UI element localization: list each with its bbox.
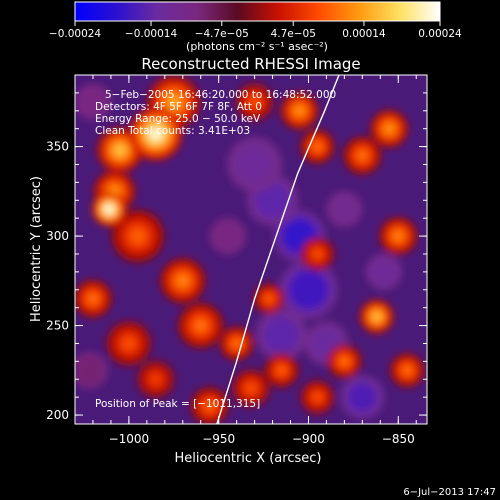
emission-source xyxy=(88,294,98,304)
negative-region xyxy=(237,146,273,182)
info-line: Clean Total counts: 3.41E+03 xyxy=(95,125,250,137)
colorbar: −0.00024 −0.00014 −4.7e−05 4.7e−05 0.00014 0.… xyxy=(49,1,462,53)
emission-source xyxy=(105,205,114,214)
negative-region xyxy=(81,90,105,114)
colorbar-ticks: −0.00024 −0.00014 −4.7e−05 4.7e−05 0.00014 0.… xyxy=(49,21,462,40)
emission-source xyxy=(114,144,126,156)
emission-source xyxy=(149,127,163,141)
y-tick-label: 300 xyxy=(46,229,69,243)
negative-region xyxy=(289,271,328,309)
colorbar-tick-label: −0.00014 xyxy=(125,28,178,40)
emission-source xyxy=(384,124,394,134)
x-tick-label: −1000 xyxy=(109,432,150,446)
footer-date: 6−Jul−2013 17:47 xyxy=(403,487,496,498)
emission-source xyxy=(151,374,161,384)
negative-region xyxy=(372,260,396,284)
emission-source xyxy=(167,95,181,109)
emission-source xyxy=(246,383,256,393)
colorbar-tick-label: 0.00014 xyxy=(342,28,386,40)
emission-source xyxy=(313,142,322,151)
chart-title: Reconstructed RHESSI Image xyxy=(141,55,360,73)
info-line: Detectors: 4F 5F 6F 7F 8F, Att 0 xyxy=(95,101,262,113)
y-tick-label: 350 xyxy=(46,140,69,154)
peak-position-label: Position of Peak = [−1011,315] xyxy=(95,398,260,410)
emission-source xyxy=(232,339,241,348)
y-tick-label: 250 xyxy=(46,319,69,333)
emission-source xyxy=(123,338,135,349)
emission-source xyxy=(277,366,286,375)
y-tick-label: 200 xyxy=(46,408,69,422)
colorbar-tick-label: −0.00024 xyxy=(49,28,102,40)
x-tick-label: −950 xyxy=(202,432,235,446)
emission-source xyxy=(265,295,273,303)
emission-source xyxy=(403,366,412,375)
plot-area: −1000 −950 −900 −850 200 250 300 350 xyxy=(46,74,428,446)
emission-source xyxy=(340,357,349,366)
negative-region xyxy=(265,318,298,351)
negative-region xyxy=(215,224,240,248)
info-line: Energy Range: 25.0 − 50.0 keV xyxy=(95,113,261,125)
emission-source xyxy=(131,229,145,243)
axis-ticks: −1000 −950 −900 −850 200 250 300 350 xyxy=(46,74,427,446)
negative-region xyxy=(77,358,102,382)
plot-frame xyxy=(74,74,428,425)
heatmap-image xyxy=(75,75,425,424)
x-tick-label: −850 xyxy=(382,432,415,446)
negative-region xyxy=(256,183,289,217)
info-line: 5−Feb−2005 16:46:20.000 to 16:48:52.000 xyxy=(105,89,336,101)
emission-source xyxy=(313,249,322,259)
colorbar-tick-label: 0.00024 xyxy=(418,28,462,40)
emission-source xyxy=(372,312,381,321)
emission-source xyxy=(295,106,304,116)
x-axis-label: Heliocentric X (arcsec) xyxy=(175,451,322,466)
negative-region xyxy=(332,197,357,221)
solar-limb-curve xyxy=(216,75,340,424)
observation-info: 5−Feb−2005 16:46:20.000 to 16:48:52.000D… xyxy=(95,89,336,137)
colorbar-ramp xyxy=(74,1,441,22)
emission-source xyxy=(177,275,189,287)
emission-source xyxy=(250,97,260,107)
negative-region xyxy=(348,383,377,412)
emission-source xyxy=(205,401,215,411)
emission-source xyxy=(313,393,322,402)
emission-source xyxy=(195,320,207,331)
colorbar-tick-label: −4.7e−05 xyxy=(195,28,249,40)
x-tick-label: −900 xyxy=(292,432,325,446)
y-axis-label: Heliocentric Y (arcsec) xyxy=(29,176,44,322)
emission-source xyxy=(393,231,403,241)
colorbar-tick-label: 4.7e−05 xyxy=(271,28,316,40)
colorbar-unit-label: (photons cm⁻² s⁻¹ asec⁻²) xyxy=(186,40,328,53)
emission-source xyxy=(357,151,367,161)
